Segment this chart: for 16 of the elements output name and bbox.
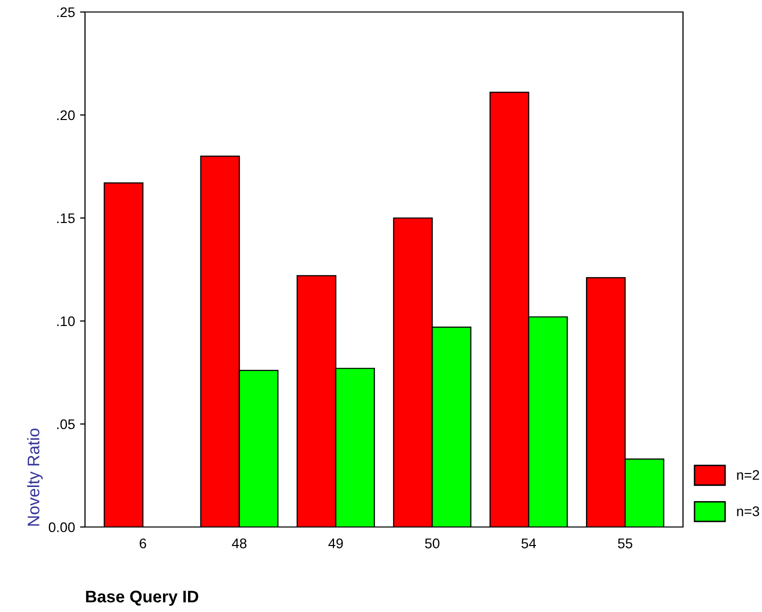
legend-label: n=2 xyxy=(737,470,760,480)
x-tick-label: 49 xyxy=(328,538,343,548)
x-tick-label: 54 xyxy=(522,538,536,548)
y-axis-title: Novelty Ratio xyxy=(27,428,43,526)
x-axis-title: Base Query ID xyxy=(86,590,198,606)
legend-label: n=3 xyxy=(737,506,760,516)
x-tick-label: 6 xyxy=(140,538,146,548)
x-tick-label: 48 xyxy=(232,538,246,548)
y-tick-label: .15 xyxy=(57,213,75,224)
y-tick-label: .20 xyxy=(57,110,75,120)
y-tick-label: .05 xyxy=(57,419,75,430)
x-tick-label: 50 xyxy=(425,538,440,548)
y-tick-label: .10 xyxy=(57,316,75,326)
y-tick-label: .25 xyxy=(57,7,75,18)
y-tick-label: 0.00 xyxy=(48,522,75,532)
x-tick-label: 55 xyxy=(618,538,632,548)
